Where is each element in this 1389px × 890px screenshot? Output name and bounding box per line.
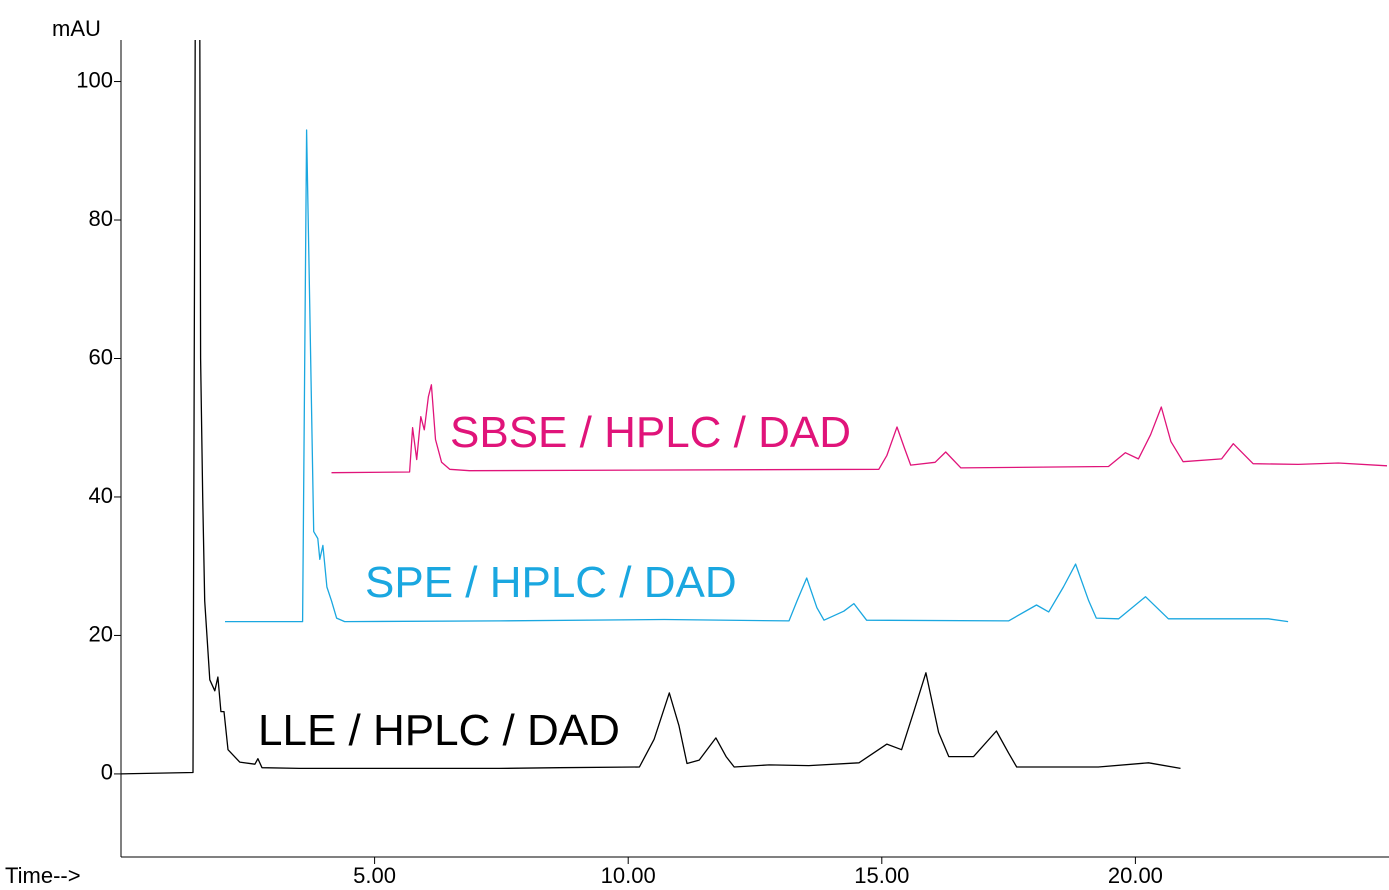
x-tick-label: 10.00 <box>601 863 656 888</box>
x-tick-label: 15.00 <box>854 863 909 888</box>
y-tick-label: 0 <box>101 760 113 785</box>
x-axis-label: Time--> <box>5 863 81 888</box>
trace <box>121 40 1181 775</box>
series-label: SPE / HPLC / DAD <box>365 558 737 607</box>
x-tick-label: 20.00 <box>1108 863 1163 888</box>
y-tick-label: 80 <box>89 206 113 231</box>
x-tick-label: 5.00 <box>353 863 396 888</box>
trace <box>225 129 1289 623</box>
y-tick-label: 100 <box>76 67 113 92</box>
y-tick-label: 20 <box>89 621 113 646</box>
series-label: SBSE / HPLC / DAD <box>450 408 851 457</box>
series-label: LLE / HPLC / DAD <box>258 706 620 755</box>
trace <box>331 384 1388 474</box>
y-tick-label: 40 <box>89 483 113 508</box>
y-tick-label: 60 <box>89 344 113 369</box>
traces <box>121 40 1388 775</box>
y-axis-label: mAU <box>52 16 101 41</box>
